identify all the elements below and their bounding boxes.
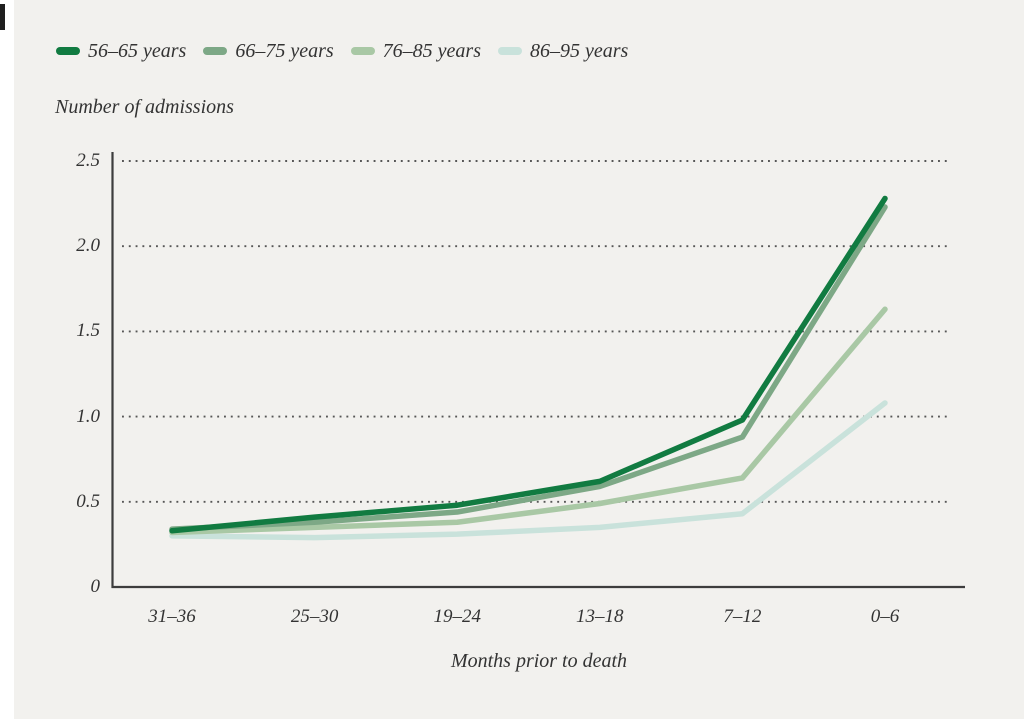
y-tick-label: 2.0	[76, 235, 100, 257]
legend-label: 66–75 years	[235, 40, 334, 62]
legend-swatch	[497, 47, 522, 55]
corner-mark	[0, 4, 5, 30]
series-line-56–65-years	[169, 195, 888, 534]
series-line-76–85-years	[169, 306, 888, 536]
legend-swatch	[203, 47, 228, 55]
x-tick-label: 31–36	[148, 606, 196, 627]
legend-item: 56–65 years	[56, 40, 186, 62]
y-tick-label: 2.5	[76, 150, 100, 171]
y-tick-label: 0	[90, 576, 101, 597]
legend: 56–65 years 66–75 years 76–85 years 86–9…	[56, 40, 628, 62]
y-tick-label: 1.5	[76, 320, 100, 342]
x-tick-label: 7–12	[723, 606, 762, 627]
legend-item: 86–95 years	[497, 40, 629, 62]
x-tick-label: 0–6	[870, 606, 900, 627]
legend-swatch	[56, 47, 80, 55]
legend-label: 86–95 years	[529, 40, 629, 62]
x-tick-label: 13–18	[576, 606, 624, 627]
legend-swatch	[350, 47, 375, 55]
x-tick-label: 19–24	[433, 606, 481, 627]
left-margin-strip	[0, 0, 14, 719]
legend-item: 66–75 years	[203, 40, 334, 62]
legend-label: 76–85 years	[382, 40, 481, 62]
x-axis-title: Months prior to death	[450, 650, 628, 672]
y-tick-label: 1.0	[76, 405, 100, 427]
y-axis-title: Number of admissions	[55, 96, 234, 118]
series-line-86–95-years	[169, 400, 888, 541]
legend-label: 56–65 years	[88, 40, 187, 62]
legend-item: 76–85 years	[350, 40, 481, 62]
y-tick-label: 0.5	[76, 490, 100, 512]
series-line-66–75-years	[169, 204, 888, 532]
x-tick-label: 25–30	[290, 606, 339, 627]
